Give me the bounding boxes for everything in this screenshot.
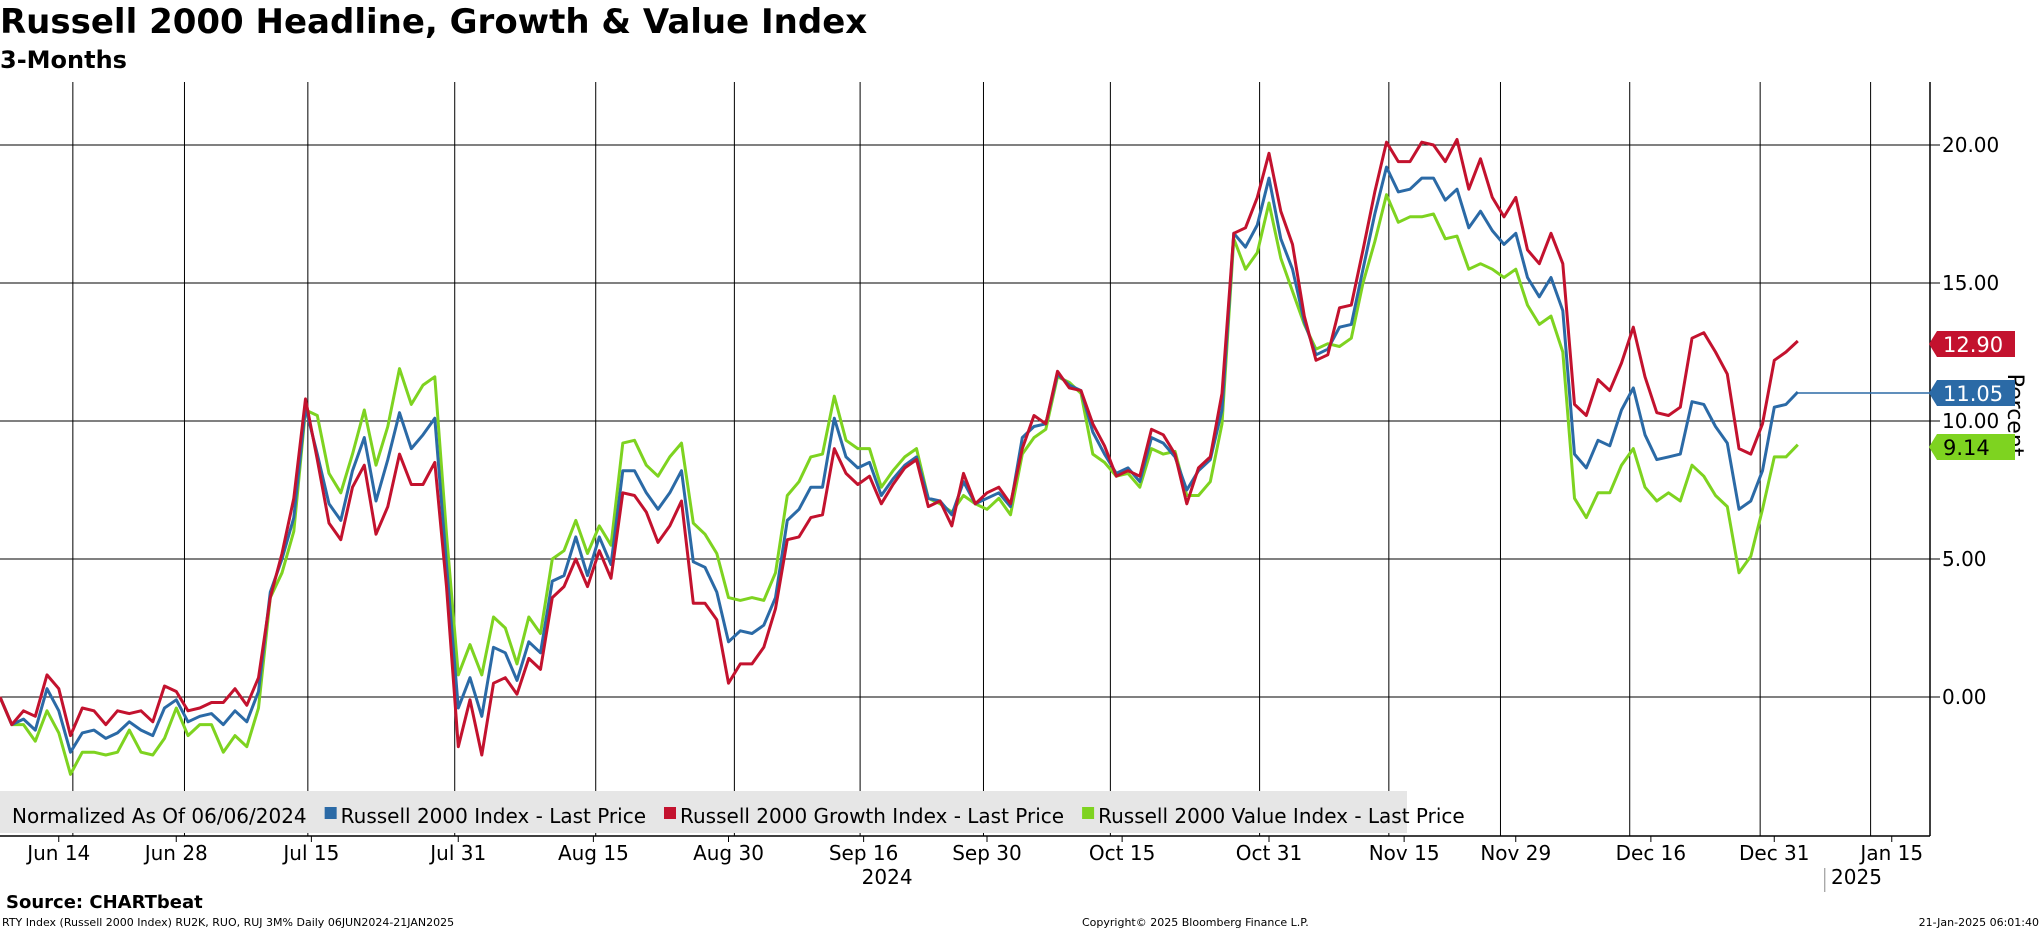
callout-value: 11.05 — [1943, 382, 2003, 406]
x-tick-label: Sep 30 — [952, 841, 1022, 865]
series-layer — [0, 138, 1799, 776]
grid-layer — [0, 82, 1930, 836]
chart-subtitle: 3-Months — [0, 46, 127, 74]
x-tick-label: Jun 28 — [143, 841, 208, 865]
last-value-callout-headline: 11.05 — [1797, 380, 2015, 406]
last-value-callout-growth: 12.90 — [1929, 331, 2015, 357]
x-year-label: 2025 — [1831, 865, 1882, 889]
legend-label-headline: Russell 2000 Index - Last Price — [341, 804, 646, 828]
y-tick-label: 20.00 — [1942, 133, 1999, 157]
legend-label-value: Russell 2000 Value Index - Last Price — [1098, 804, 1465, 828]
timestamp: 21-Jan-2025 06:01:40 — [1918, 916, 2039, 929]
series-line-value — [0, 193, 1799, 776]
callout-value: 9.14 — [1943, 436, 1990, 460]
chart-title: Russell 2000 Headline, Growth & Value In… — [0, 2, 868, 42]
last-value-callout-value: 9.14 — [1929, 434, 2015, 460]
y-tick-label: 10.00 — [1942, 409, 1999, 433]
axis-layer: 0.00 5.00 10.00 15.00 20.00 Jun 14 Jun 28 Jul 1… — [0, 82, 2027, 892]
x-tick-label: Jan 15 — [1858, 841, 1923, 865]
copyright-text: Copyright© 2025 Bloomberg Finance L.P. — [1082, 916, 1309, 929]
callout-box — [1929, 434, 2015, 460]
legend-background — [0, 791, 1407, 833]
series-line-headline — [0, 165, 1799, 754]
callout-value: 12.90 — [1943, 333, 2003, 357]
x-tick-label: Jul 31 — [428, 841, 486, 865]
legend-swatch-growth — [664, 807, 676, 819]
ticker-info: RTY Index (Russell 2000 Index) RU2K, RUO… — [2, 916, 455, 929]
x-tick-label: Sep 16 — [829, 841, 899, 865]
x-tick-label: Jul 15 — [281, 841, 339, 865]
x-tick-label: Aug 30 — [693, 841, 764, 865]
callout-box — [1929, 380, 2015, 406]
x-tick-label: Jun 14 — [25, 841, 90, 865]
x-tick-label: Dec 16 — [1616, 841, 1687, 865]
legend: Normalized As Of 06/06/2024 Russell 2000… — [0, 791, 1465, 833]
callout-box — [1929, 331, 2015, 357]
y-tick-label: 0.00 — [1942, 685, 1987, 709]
x-tick-label: Nov 29 — [1480, 841, 1551, 865]
series-line-growth — [0, 138, 1799, 757]
y-tick-label: 5.00 — [1942, 547, 1987, 571]
x-tick-label: Aug 15 — [558, 841, 629, 865]
legend-normalized-label: Normalized As Of 06/06/2024 — [12, 804, 307, 828]
x-year-label: 2024 — [862, 865, 913, 889]
source-label: Source: CHARTbeat — [6, 892, 203, 913]
x-tick-label: Dec 31 — [1739, 841, 1810, 865]
legend-swatch-value — [1082, 807, 1095, 819]
y-tick-label: 15.00 — [1942, 271, 1999, 295]
x-tick-label: Oct 31 — [1236, 841, 1302, 865]
legend-swatch-headline — [324, 807, 337, 819]
x-tick-label: Nov 15 — [1369, 841, 1440, 865]
legend-label-growth: Russell 2000 Growth Index - Last Price — [680, 804, 1064, 828]
x-tick-label: Oct 15 — [1089, 841, 1155, 865]
